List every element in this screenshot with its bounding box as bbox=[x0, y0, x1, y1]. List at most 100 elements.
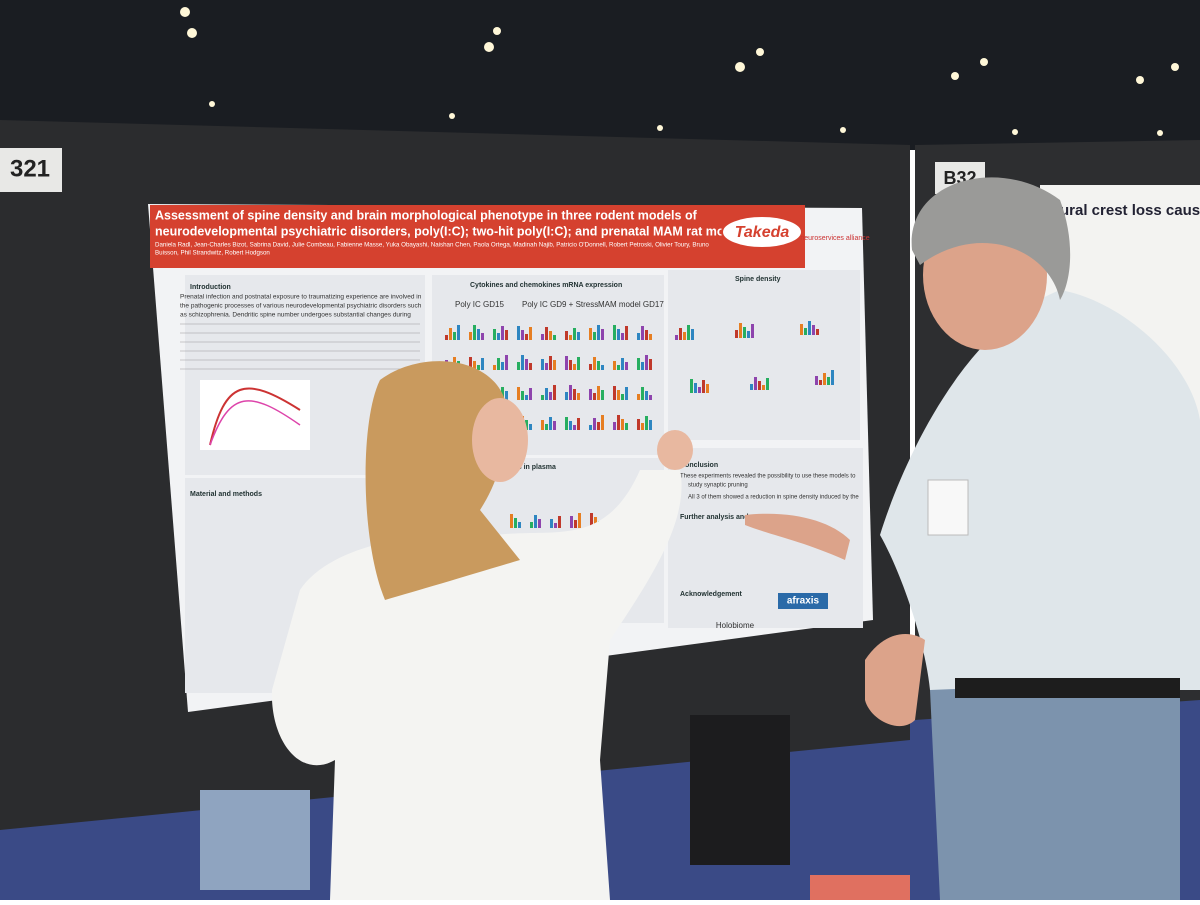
mini-bar bbox=[589, 389, 592, 400]
mini-bar bbox=[625, 387, 628, 400]
mini-bar bbox=[510, 514, 513, 528]
poster-title: Assessment of spine density and brain mo… bbox=[155, 208, 698, 222]
section-text: Prenatal infection and postnatal exposur… bbox=[180, 294, 422, 301]
mini-bar bbox=[577, 357, 580, 370]
mini-bar bbox=[525, 359, 528, 370]
mini-bar bbox=[570, 516, 573, 528]
mini-bar bbox=[645, 391, 648, 400]
mini-bar bbox=[445, 335, 448, 340]
poster-title: neurodevelopmental psychiatric disorders… bbox=[155, 224, 743, 238]
mini-bar bbox=[747, 331, 750, 338]
mini-bar bbox=[558, 516, 561, 528]
section-text: as schizophrenia. Dendritic spine number… bbox=[180, 312, 411, 319]
mini-bar bbox=[601, 365, 604, 370]
mini-bar bbox=[505, 391, 508, 400]
mini-bar bbox=[577, 418, 580, 430]
mini-bar bbox=[621, 394, 624, 400]
woman-face bbox=[472, 398, 528, 482]
mini-bar bbox=[573, 425, 576, 430]
mini-bar bbox=[493, 365, 496, 370]
mini-bar bbox=[691, 329, 694, 340]
mini-bar bbox=[569, 421, 572, 430]
mini-bar bbox=[449, 328, 452, 340]
group-label: Poly IC GD15 bbox=[455, 300, 504, 309]
mini-bar bbox=[679, 328, 682, 340]
man-hand bbox=[745, 513, 850, 560]
mini-bar bbox=[497, 358, 500, 370]
mini-bar bbox=[617, 329, 620, 340]
section-text: These experiments revealed the possibili… bbox=[680, 474, 856, 480]
mini-bar bbox=[529, 424, 532, 430]
mini-bar bbox=[457, 325, 460, 340]
mini-bar bbox=[517, 387, 520, 400]
mini-bar bbox=[577, 332, 580, 340]
mini-bar bbox=[549, 331, 552, 340]
mini-bar bbox=[553, 360, 556, 370]
mini-bar bbox=[501, 387, 504, 400]
mini-bar bbox=[545, 424, 548, 430]
man-jeans bbox=[930, 680, 1180, 900]
mini-bar bbox=[529, 388, 532, 400]
mini-bar bbox=[521, 330, 524, 340]
mini-bar bbox=[545, 388, 548, 400]
poster-header bbox=[150, 205, 805, 268]
mini-bar bbox=[637, 394, 640, 400]
mini-bar bbox=[574, 520, 577, 528]
mini-bar bbox=[529, 363, 532, 370]
mini-bar bbox=[702, 380, 705, 393]
mini-bar bbox=[601, 415, 604, 430]
figure-curve bbox=[209, 387, 301, 446]
mini-bar bbox=[593, 332, 596, 340]
mini-bar bbox=[521, 355, 524, 370]
ceiling bbox=[0, 0, 1200, 150]
mini-bar bbox=[617, 415, 620, 430]
mini-bar bbox=[649, 395, 652, 400]
man-hand bbox=[865, 634, 925, 727]
booth-number bbox=[0, 148, 62, 192]
group-label: MAM model GD17 bbox=[598, 300, 664, 309]
mini-bar bbox=[477, 329, 480, 340]
mini-bar bbox=[514, 518, 517, 528]
mini-bar bbox=[565, 392, 568, 400]
mini-bar bbox=[617, 390, 620, 400]
mini-bar bbox=[687, 325, 690, 340]
mini-bar bbox=[645, 416, 648, 430]
mini-bar bbox=[613, 361, 616, 370]
mini-bar bbox=[649, 359, 652, 370]
mini-bar bbox=[613, 325, 616, 340]
mini-bar bbox=[819, 380, 822, 385]
mini-bar bbox=[541, 334, 544, 340]
mini-bar bbox=[645, 330, 648, 340]
mini-bar bbox=[698, 387, 701, 393]
mini-bar bbox=[477, 365, 480, 370]
mini-bar bbox=[549, 356, 552, 370]
section-text: study synaptic pruning bbox=[688, 483, 748, 489]
poster-authors: Buisson, Phil Strandwitz, Robert Hodgson bbox=[155, 250, 270, 257]
ceiling-lights bbox=[180, 7, 1179, 136]
man-shirt bbox=[880, 290, 1200, 690]
mini-bar bbox=[554, 523, 557, 528]
section-title: Introduction bbox=[190, 284, 231, 291]
mini-bar bbox=[683, 332, 686, 340]
section-title: Further analysis and next step bbox=[680, 514, 781, 521]
mini-bar bbox=[541, 359, 544, 370]
mini-bar bbox=[694, 383, 697, 393]
mini-bar bbox=[553, 421, 556, 430]
mini-bar bbox=[641, 387, 644, 400]
mini-bar bbox=[593, 393, 596, 400]
man-belt bbox=[955, 678, 1180, 698]
mini-bar bbox=[637, 358, 640, 370]
mini-bar bbox=[597, 361, 600, 370]
section-text: All 3 of them showed a reduction in spin… bbox=[688, 495, 859, 501]
sponsor-badge bbox=[778, 593, 828, 609]
mini-bar bbox=[518, 522, 521, 528]
mini-bar bbox=[550, 519, 553, 528]
mini-bar bbox=[754, 377, 757, 390]
mini-bar bbox=[613, 386, 616, 400]
mini-bar bbox=[469, 357, 472, 370]
mini-bar bbox=[573, 328, 576, 340]
mini-bar bbox=[473, 361, 476, 370]
mini-bar bbox=[649, 334, 652, 340]
mini-bar bbox=[553, 335, 556, 340]
